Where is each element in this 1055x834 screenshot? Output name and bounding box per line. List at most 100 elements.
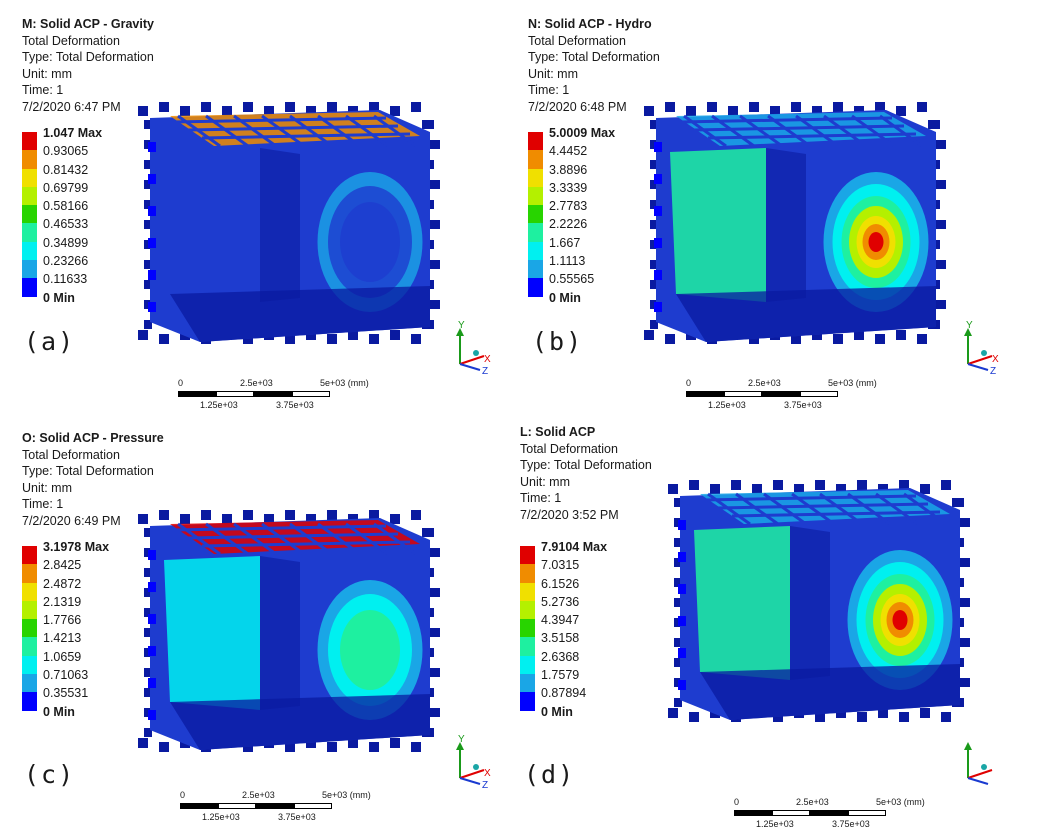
scale-segment [810, 810, 848, 816]
legend-swatch [22, 692, 37, 711]
legend-swatch [22, 546, 37, 565]
legend-swatch [22, 619, 37, 638]
container-body [138, 510, 440, 752]
legend-swatch [22, 150, 37, 169]
result-line: 7/2/2020 6:48 PM [528, 99, 627, 114]
result-line: Total Deformation [520, 441, 618, 456]
result-header: N: Solid ACP - Hydro Total Deformation T… [528, 16, 660, 116]
svg-text:Z: Z [482, 780, 488, 791]
scale-segment [218, 803, 256, 809]
result-title: M: Solid ACP - Gravity [22, 17, 154, 31]
triad-axis-icon: Y XZ [456, 320, 491, 377]
legend-swatch [528, 132, 543, 151]
legend-label: 0 Min [541, 704, 573, 719]
result-line: Time: 1 [22, 83, 64, 98]
legend-label: 0 Min [43, 290, 75, 305]
legend-swatch [520, 637, 535, 656]
legend-label: 5.2736 [541, 594, 580, 609]
result-line: Total Deformation [22, 447, 120, 462]
legend-label: 2.2226 [549, 217, 588, 232]
legend-swatch [528, 223, 543, 242]
deformation-model [668, 480, 970, 722]
result-title: L: Solid ACP [520, 425, 596, 439]
legend-label: 2.7783 [549, 199, 588, 214]
legend-swatch [22, 637, 37, 656]
scale-tick-three-quarter: 3.75e+03 [832, 819, 870, 829]
result-line: Type: Total Deformation [22, 464, 154, 479]
scale-tick-end: 5e+03 (mm) [828, 378, 877, 388]
legend-label: 1.7766 [43, 613, 82, 628]
legend-swatch [22, 132, 37, 151]
scale-tick-mid: 2.5e+03 [242, 790, 275, 800]
scale-tick-quarter: 1.25e+03 [708, 400, 746, 410]
scale-segment [724, 391, 762, 397]
scale-tick-three-quarter: 3.75e+03 [276, 400, 314, 410]
scale-tick-0: 0 [180, 790, 186, 800]
legend-swatch [22, 260, 37, 279]
result-line: Type: Total Deformation [528, 50, 660, 65]
legend-swatch [520, 600, 535, 620]
legend-label: 2.8425 [43, 558, 82, 573]
frame-studs [644, 102, 946, 344]
scale-tick-three-quarter: 3.75e+03 [278, 812, 316, 822]
legend-swatch [528, 260, 543, 279]
legend-label: 3.3339 [549, 180, 588, 195]
result-line: 7/2/2020 3:52 PM [520, 507, 619, 522]
legend-label: 0.87894 [541, 686, 587, 701]
scale-segment [256, 803, 294, 809]
legend-swatch [22, 278, 37, 297]
legend-swatch [520, 546, 535, 565]
legend-swatch [22, 223, 37, 242]
scale-segment [848, 810, 886, 816]
legend-label: 5.0009 Max [549, 126, 616, 140]
legend-label: 6.1526 [541, 576, 580, 591]
scale-tick-mid: 2.5e+03 [796, 797, 829, 807]
svg-text:Y: Y [966, 320, 973, 331]
legend-label: 2.1319 [43, 594, 82, 609]
result-line: Unit: mm [528, 66, 578, 81]
legend-swatch [528, 186, 543, 206]
legend-swatch [520, 564, 535, 583]
svg-text:X: X [992, 354, 999, 365]
container-body [644, 102, 946, 344]
result-line: Unit: mm [22, 66, 72, 81]
panel-tag: (a) [24, 327, 76, 356]
container-body [138, 102, 440, 344]
legend-label: 3.8896 [549, 162, 588, 177]
result-line: Time: 1 [528, 83, 570, 98]
legend-label: 1.1113 [549, 254, 586, 269]
triad-axis-icon [964, 742, 993, 785]
legend-label: 0.35531 [43, 686, 89, 701]
result-line: Total Deformation [22, 33, 120, 48]
panel-tag: (d) [524, 760, 576, 789]
legend-label: 0 Min [43, 704, 75, 719]
panel-tag: (b) [532, 327, 584, 356]
scale-segment [734, 810, 772, 816]
scale-segment [772, 810, 810, 816]
legend-swatch [22, 582, 37, 601]
scale-segment [216, 391, 254, 397]
result-header: L: Solid ACP Total Deformation Type: Tot… [520, 424, 652, 524]
legend-swatch [520, 674, 535, 693]
scale-segment [800, 391, 838, 397]
legend-label: 0.93065 [43, 144, 89, 159]
deformation-model [644, 102, 946, 344]
legend-swatch [520, 655, 535, 675]
legend-swatch [22, 241, 37, 261]
legend-label: 1.7579 [541, 668, 580, 683]
deformation-model [138, 102, 440, 344]
legend-label: 0.71063 [43, 668, 89, 683]
scale-segment [178, 391, 216, 397]
scale-segment [254, 391, 292, 397]
svg-text:Z: Z [482, 366, 488, 377]
svg-text:Z: Z [990, 366, 996, 377]
svg-text:X: X [484, 354, 491, 365]
legend-label: 0.34899 [43, 235, 89, 250]
legend-label: 1.667 [549, 235, 581, 250]
scale-tick-0: 0 [178, 378, 184, 388]
scale-tick-end: 5e+03 (mm) [876, 797, 925, 807]
result-title: N: Solid ACP - Hydro [528, 17, 652, 31]
legend-swatch [528, 205, 543, 224]
result-line: Total Deformation [528, 33, 626, 48]
legend-swatch [520, 582, 535, 601]
